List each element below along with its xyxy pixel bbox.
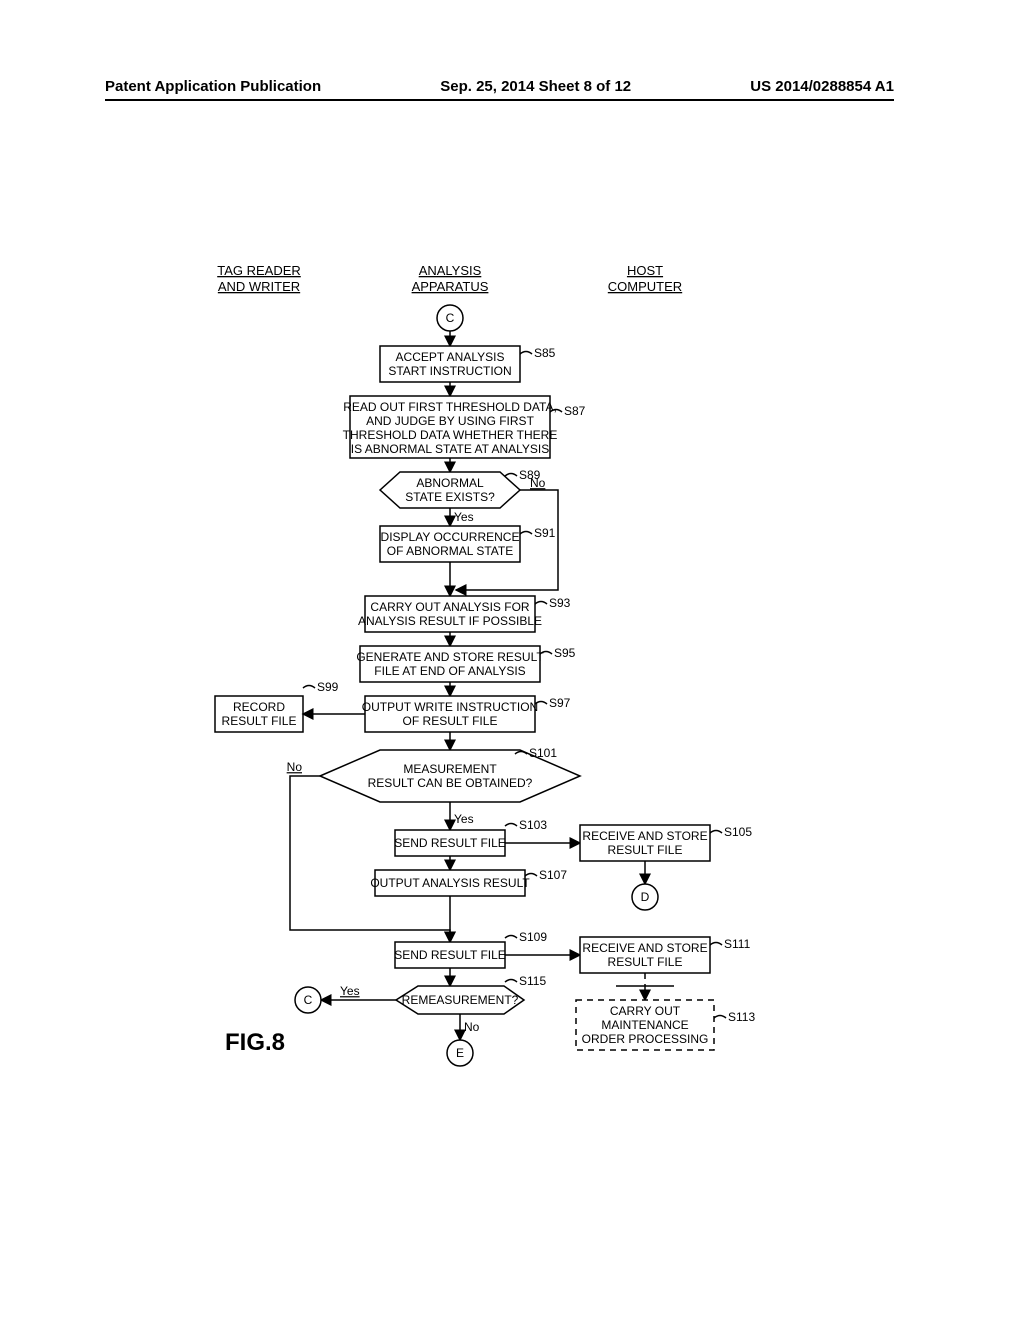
header-left: Patent Application Publication (105, 78, 321, 95)
s111-lead (710, 943, 722, 946)
s111-label: S111 (724, 937, 751, 951)
col-ana2: APPARATUS (412, 279, 489, 294)
s91-t2: OF ABNORMAL STATE (387, 544, 513, 558)
s89-lead (505, 474, 517, 477)
flowchart-svg: TAG READER AND WRITER ANALYSIS APPARATUS… (0, 130, 1024, 1290)
s113-lead (714, 1016, 726, 1019)
s105-lead (710, 831, 722, 834)
s99-t1: RECORD (233, 700, 285, 714)
s113-t3: ORDER PROCESSING (582, 1032, 709, 1046)
s95-t2: FILE AT END OF ANALYSIS (374, 664, 525, 678)
col-ana1: ANALYSIS (419, 263, 482, 278)
header-mid: Sep. 25, 2014 Sheet 8 of 12 (440, 78, 631, 95)
connector-e-label: E (456, 1046, 464, 1060)
s105-t2: RESULT FILE (608, 843, 683, 857)
s97-t2: OF RESULT FILE (403, 714, 498, 728)
s107-label: S107 (539, 868, 567, 882)
s99-label: S99 (317, 680, 339, 694)
s85-label: S85 (534, 346, 556, 360)
col-tag2: AND WRITER (218, 279, 300, 294)
s93-lead (535, 602, 547, 605)
s113-t1: CARRY OUT (610, 1004, 681, 1018)
s95-label: S95 (554, 646, 576, 660)
s87-t3: THRESHOLD DATA WHETHER THERE (343, 428, 558, 442)
s93-label: S93 (549, 596, 571, 610)
s115-t1: REMEASUREMENT? (402, 993, 519, 1007)
s105-t1: RECEIVE AND STORE (582, 829, 707, 843)
s101-t2: RESULT CAN BE OBTAINED? (368, 776, 533, 790)
figure-label: FIG.8 (225, 1029, 285, 1056)
s85-t1: ACCEPT ANALYSIS (396, 350, 505, 364)
s93-t1: CARRY OUT ANALYSIS FOR (370, 600, 529, 614)
s115-label: S115 (519, 974, 546, 988)
s101-label: S101 (529, 746, 557, 760)
s93-t2: ANALYSIS RESULT IF POSSIBLE (358, 614, 542, 628)
s87-t2: AND JUDGE BY USING FIRST (366, 414, 534, 428)
s89-yes: Yes (454, 510, 474, 524)
s97-t1: OUTPUT WRITE INSTRUCTION (362, 700, 538, 714)
s99-t2: RESULT FILE (222, 714, 297, 728)
s103-lead (505, 824, 517, 827)
s107-t1: OUTPUT ANALYSIS RESULT (370, 876, 530, 890)
s91-label: S91 (534, 526, 556, 540)
s109-t1: SEND RESULT FILE (394, 948, 506, 962)
s89-t2: STATE EXISTS? (405, 490, 495, 504)
s105-label: S105 (724, 825, 752, 839)
s91-lead (520, 532, 532, 535)
s115-yes: Yes (340, 984, 360, 998)
connector-c-left-label: C (304, 993, 313, 1007)
s115-no: No (464, 1020, 480, 1034)
s99-lead (303, 686, 315, 689)
s113-label: S113 (728, 1010, 755, 1024)
s87-t4: IS ABNORMAL STATE AT ANALYSIS (351, 442, 550, 456)
s115-lead (505, 980, 517, 983)
s111-t1: RECEIVE AND STORE (582, 941, 707, 955)
col-host2: COMPUTER (608, 279, 682, 294)
s97-label: S97 (549, 696, 571, 710)
s109-lead (505, 936, 517, 939)
s89-t1: ABNORMAL (416, 476, 484, 490)
connector-d-label: D (641, 890, 650, 904)
s85-t2: START INSTRUCTION (388, 364, 511, 378)
s101-no: No (287, 760, 303, 774)
s87-t1: READ OUT FIRST THRESHOLD DATA, (343, 400, 557, 414)
s95-t1: GENERATE AND STORE RESULT (356, 650, 544, 664)
page: Patent Application Publication Sep. 25, … (0, 0, 1024, 1320)
s89-no: No (530, 476, 546, 490)
col-host1: HOST (627, 263, 663, 278)
s113-t2: MAINTENANCE (601, 1018, 688, 1032)
s101-yes: Yes (454, 812, 474, 826)
page-header: Patent Application Publication Sep. 25, … (105, 78, 894, 101)
col-tag1: TAG READER (217, 263, 301, 278)
s103-t1: SEND RESULT FILE (394, 836, 506, 850)
connector-c-top-label: C (446, 311, 455, 325)
s87-label: S87 (564, 404, 586, 418)
s85-lead (520, 352, 532, 355)
s111-t2: RESULT FILE (608, 955, 683, 969)
s109-label: S109 (519, 930, 547, 944)
s101-t1: MEASUREMENT (403, 762, 497, 776)
s91-t1: DISPLAY OCCURRENCE (381, 530, 520, 544)
header-right: US 2014/0288854 A1 (750, 78, 894, 95)
s103-label: S103 (519, 818, 547, 832)
